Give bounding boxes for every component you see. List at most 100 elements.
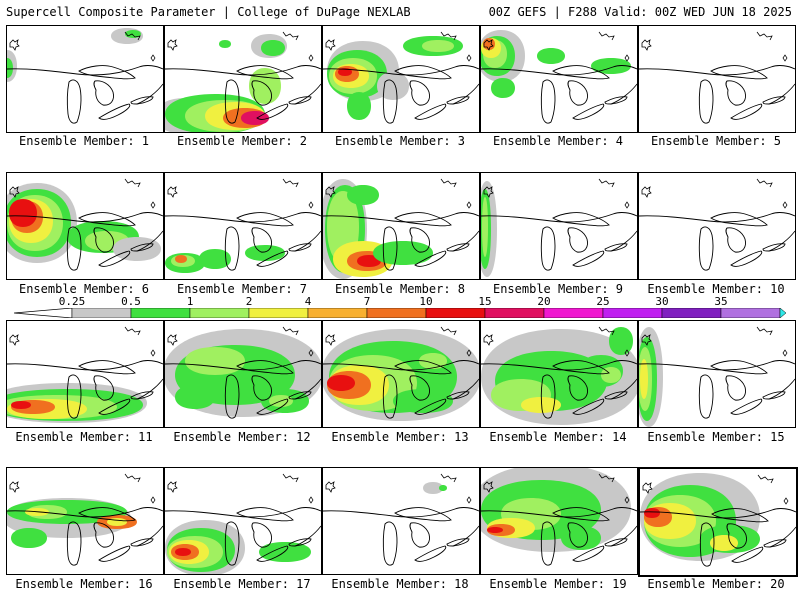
coastline — [483, 334, 494, 346]
ensemble-panel — [6, 172, 164, 280]
ensemble-panel — [322, 467, 480, 575]
coastline — [452, 230, 479, 252]
chart-title: Supercell Composite Parameter | College … — [6, 5, 411, 19]
colorbar-tick-label: 2 — [245, 295, 253, 308]
lake-outline — [98, 250, 131, 267]
lake-outline — [98, 103, 131, 120]
island-outline — [150, 496, 156, 504]
member-label: Ensemble Member: 14 — [489, 430, 627, 444]
coastline — [642, 482, 653, 494]
colorbar-segment — [484, 308, 545, 318]
scp-contour — [561, 526, 601, 550]
border-line — [481, 507, 637, 518]
coastline — [124, 326, 141, 336]
colorbar-tick-label: 35 — [714, 295, 728, 308]
scp-contour — [439, 485, 447, 491]
coastline — [610, 525, 637, 547]
lake-outline — [93, 80, 114, 106]
member-label: Ensemble Member: 19 — [489, 577, 627, 591]
border-line — [481, 212, 637, 223]
scp-contour — [347, 92, 371, 120]
colorbar-tick-label: 10 — [419, 295, 433, 308]
coastline — [768, 378, 795, 400]
coastline — [769, 526, 796, 548]
member-map — [165, 326, 321, 419]
scp-contour — [482, 197, 488, 257]
island-outline — [150, 201, 156, 209]
lake-outline — [446, 243, 470, 252]
lake-outline — [288, 96, 312, 105]
coastline — [452, 525, 479, 547]
lake-outline — [251, 80, 272, 106]
coastline — [325, 186, 336, 198]
lake-outline — [604, 391, 628, 400]
scp-contour — [347, 185, 379, 205]
colorbar — [14, 308, 786, 318]
lake-outline — [414, 398, 447, 415]
scp-contour — [9, 199, 37, 227]
ensemble-panel — [164, 467, 322, 575]
border-line — [640, 508, 796, 519]
lake-outline — [224, 79, 240, 124]
scp-contour — [419, 353, 447, 369]
lake-outline — [288, 391, 312, 400]
scp-contour — [537, 48, 565, 64]
scp-contour — [710, 535, 738, 551]
coastline — [440, 326, 457, 336]
coastline — [167, 334, 178, 346]
lake-outline — [414, 103, 447, 120]
border-line — [639, 212, 795, 223]
lake-outline — [731, 546, 764, 563]
lake-outline — [567, 227, 588, 253]
coastline — [768, 230, 795, 252]
scp-contour — [487, 527, 503, 533]
border-line — [165, 65, 321, 76]
coastline — [483, 39, 494, 51]
member-label: Ensemble Member: 17 — [173, 577, 311, 591]
member-map — [7, 326, 163, 423]
member-map — [481, 326, 637, 425]
ensemble-panel — [322, 25, 480, 133]
ensemble-panel — [322, 320, 480, 428]
colorbar-segment — [248, 308, 309, 318]
lake-outline — [540, 79, 556, 124]
coastline — [294, 230, 321, 252]
lake-outline — [725, 80, 746, 106]
member-label: Ensemble Member: 12 — [173, 430, 311, 444]
scp-contour — [261, 40, 285, 56]
run-info: 00Z GEFS | F288 Valid: 00Z WED JUN 18 20… — [488, 5, 792, 19]
member-label: Ensemble Member: 7 — [176, 282, 308, 296]
lake-outline — [710, 360, 768, 375]
lake-outline — [540, 226, 556, 271]
coastline — [167, 186, 178, 198]
coastline — [282, 178, 299, 188]
lake-outline — [130, 538, 154, 547]
island-outline — [308, 496, 314, 504]
lake-outline — [710, 65, 768, 80]
colorbar-segment — [189, 308, 250, 318]
coastline — [136, 378, 163, 400]
island-outline — [466, 54, 472, 62]
lake-outline — [552, 507, 610, 522]
scp-contour — [327, 375, 355, 391]
island-outline — [466, 349, 472, 357]
coastline — [9, 186, 20, 198]
scp-contour — [113, 237, 161, 261]
lake-outline — [698, 374, 714, 419]
ensemble-panel — [638, 172, 796, 280]
member-map — [639, 178, 795, 271]
coastline — [136, 230, 163, 252]
member-map — [323, 31, 479, 124]
lake-outline — [224, 374, 240, 419]
island-outline — [150, 349, 156, 357]
scp-contour — [11, 528, 47, 548]
lake-outline — [98, 398, 131, 415]
ensemble-panel — [480, 25, 638, 133]
member-map — [7, 28, 163, 124]
colorbar-tick-label: 30 — [655, 295, 669, 308]
border-line — [165, 212, 321, 223]
lake-outline — [236, 360, 294, 375]
scp-contour — [11, 401, 31, 409]
island-outline — [308, 54, 314, 62]
member-map — [639, 31, 795, 124]
